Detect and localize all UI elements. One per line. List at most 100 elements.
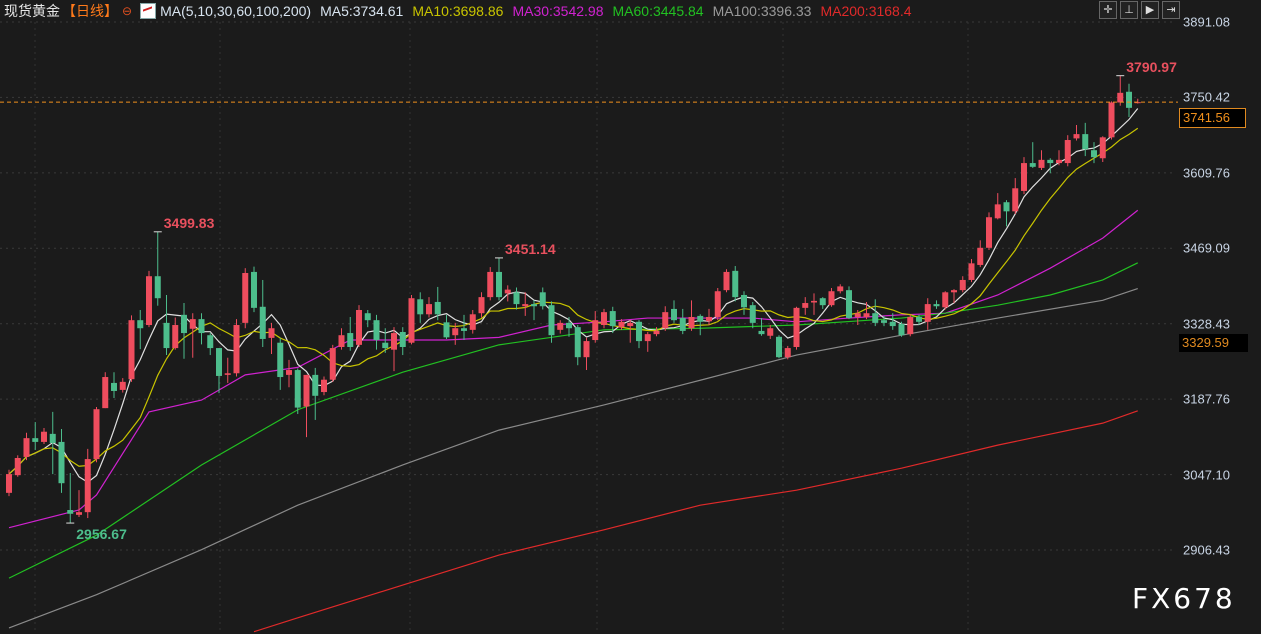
candle-up	[723, 271, 730, 291]
ma60-value: MA60:3445.84	[612, 3, 704, 19]
candle-up	[1021, 163, 1027, 191]
candle-up	[6, 474, 12, 493]
candle-down	[636, 321, 642, 342]
candle-down	[294, 370, 301, 408]
candle-down	[846, 290, 852, 319]
candle-up	[863, 313, 870, 317]
y-tick-label: 2906.43	[1183, 542, 1230, 558]
candle-down	[277, 342, 284, 378]
candle-down	[443, 322, 450, 338]
candle-down	[566, 322, 572, 329]
period-selector[interactable]: 【日线】	[62, 3, 118, 19]
play-icon[interactable]: ▶	[1141, 1, 1159, 19]
candle-up	[942, 292, 949, 308]
y-tick-label: 3187.76	[1183, 391, 1230, 407]
fx678-logo: FX678	[1132, 582, 1236, 615]
candle-down	[154, 276, 161, 299]
candle-up	[408, 298, 415, 343]
candle-up	[478, 297, 485, 314]
candle-up	[1056, 159, 1062, 164]
candle-down	[819, 298, 826, 306]
candle-up	[951, 290, 957, 293]
chart-header: 现货黄金 【日线】 ⊖ MA(5,10,30,60,100,200) MA5:3…	[4, 1, 921, 21]
candle-up	[321, 379, 327, 393]
candle-down	[181, 314, 187, 334]
ma10-line	[8, 127, 1139, 475]
candle-down	[1047, 159, 1054, 164]
candle-up	[601, 312, 607, 326]
candle-down	[496, 271, 502, 298]
candle-down	[776, 336, 782, 358]
instrument-name: 现货黄金	[4, 3, 60, 19]
candle-up	[793, 307, 800, 347]
candle-down	[259, 306, 266, 339]
candle-up	[644, 334, 651, 342]
candle-down	[881, 320, 887, 323]
low-price-annotation: 2956.67	[76, 526, 127, 543]
ma5-value: MA5:3734.61	[320, 3, 404, 19]
candle-up	[583, 341, 590, 358]
candle-up	[303, 374, 310, 407]
candle-up	[767, 328, 774, 336]
candle-up	[286, 370, 292, 375]
candle-down	[382, 342, 389, 349]
candle-up	[128, 320, 135, 380]
crosshair-price-label: 3329.59	[1179, 334, 1248, 353]
candle-down	[758, 330, 765, 335]
candle-up	[146, 276, 152, 326]
range-icon[interactable]: ⊥	[1120, 1, 1138, 19]
candle-up	[426, 304, 432, 315]
candle-down	[312, 374, 319, 396]
candle-down	[111, 382, 117, 391]
candle-up	[233, 325, 240, 374]
candle-up	[172, 325, 179, 349]
candle-up	[662, 312, 669, 329]
candle-up	[1038, 159, 1045, 168]
candle-up	[714, 291, 721, 317]
candle-up	[329, 348, 336, 380]
y-tick-label: 3609.76	[1183, 165, 1230, 181]
candle-up	[994, 204, 1001, 219]
candle-up	[14, 457, 21, 476]
candle-up	[93, 409, 100, 460]
candle-down	[364, 313, 371, 321]
candle-up	[968, 263, 975, 280]
ma200-line	[253, 410, 1138, 633]
settings-circle-icon[interactable]: ⊖	[122, 4, 133, 18]
last-price-label: 3741.56	[1179, 108, 1246, 129]
candle-up	[1064, 140, 1071, 164]
candle-down	[741, 294, 747, 308]
indicator-chart-icon[interactable]	[140, 3, 157, 19]
candle-up	[907, 316, 914, 335]
ma200-value: MA200:3168.4	[820, 3, 912, 19]
candle-up	[391, 333, 397, 350]
high-price-annotation: 3499.83	[163, 214, 215, 231]
y-tick-label: 3047.10	[1183, 467, 1230, 483]
candle-up	[84, 459, 91, 513]
candle-up	[268, 328, 275, 338]
candle-up	[356, 309, 362, 345]
candle-down	[434, 301, 441, 315]
candle-down	[216, 348, 222, 376]
candle-up	[802, 303, 809, 308]
candle-up	[469, 314, 476, 330]
candle-down	[898, 323, 905, 336]
jump-end-icon[interactable]: ⇥	[1162, 1, 1180, 19]
candle-up	[487, 271, 494, 298]
candle-up	[189, 319, 196, 329]
high-price-annotation: 3451.14	[505, 240, 556, 257]
candle-down	[539, 292, 546, 307]
candle-down	[609, 311, 616, 327]
candle-down	[1126, 91, 1132, 108]
candle-down	[933, 304, 940, 307]
candle-down	[671, 308, 677, 321]
ma30-value: MA30:3542.98	[512, 3, 604, 19]
candle-up	[102, 377, 109, 409]
ma-params[interactable]: MA(5,10,30,60,100,200)	[160, 3, 312, 19]
crosshair-icon[interactable]: ✛	[1099, 1, 1117, 19]
candle-up	[41, 431, 47, 442]
candle-down	[32, 438, 39, 442]
candle-up	[854, 313, 861, 317]
candle-up	[688, 316, 695, 329]
